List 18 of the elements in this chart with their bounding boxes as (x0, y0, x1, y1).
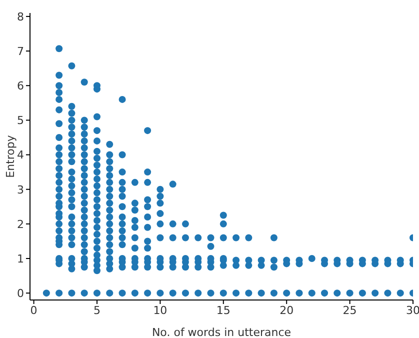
y-tick-label: 6 (17, 80, 24, 93)
x-tick-label: 0 (30, 304, 38, 317)
x-tick-label: 30 (406, 304, 419, 317)
x-tick-label: 15 (216, 304, 230, 317)
y-tick-label: 3 (17, 183, 24, 196)
y-tick-label: 4 (17, 148, 24, 162)
y-tick-label: 1 (17, 252, 24, 266)
x-tick-label: 5 (93, 304, 100, 317)
x-tick-label: 10 (153, 304, 168, 317)
y-axis-title: Entropy (4, 134, 17, 178)
y-tick-label: 5 (17, 114, 24, 128)
x-tick-label: 25 (342, 304, 357, 317)
y-tick-label: 7 (17, 44, 24, 58)
x-axis-title: No. of words in utterance (152, 326, 292, 338)
y-tick-label: 0 (17, 286, 24, 300)
y-tick-label: 2 (17, 218, 24, 231)
y-tick-label: 8 (17, 10, 24, 24)
x-tick-label: 20 (280, 304, 294, 317)
